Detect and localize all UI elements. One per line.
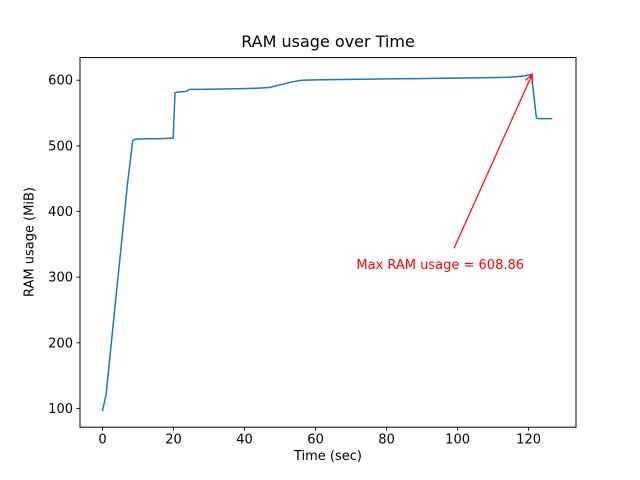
x-tick-label: 40 <box>236 433 253 448</box>
y-tick-label: 500 <box>48 139 73 154</box>
x-tick-label: 0 <box>98 433 106 448</box>
x-tick-label: 100 <box>445 433 470 448</box>
x-tick-label: 120 <box>516 433 541 448</box>
x-tick-label: 80 <box>378 433 395 448</box>
y-axis-label: RAM usage (MiB) <box>22 187 38 297</box>
annotation-arrow-shaft <box>453 74 533 249</box>
ram-usage-line <box>101 73 553 412</box>
x-axis-label: Time (sec) <box>293 449 362 464</box>
plot-border <box>79 57 577 428</box>
x-tick-label: 20 <box>165 433 182 448</box>
y-tick-label: 400 <box>48 205 73 220</box>
x-tick-label: 60 <box>307 433 324 448</box>
y-tick-label: 600 <box>48 74 73 89</box>
chart-title: RAM usage over Time <box>241 32 415 51</box>
y-tick-label: 200 <box>48 336 73 351</box>
annotation-arrowhead <box>525 73 533 84</box>
y-tick-label: 300 <box>48 271 73 286</box>
y-tick-label: 100 <box>48 402 73 417</box>
max-ram-annotation: Max RAM usage = 608.86 <box>356 257 525 273</box>
